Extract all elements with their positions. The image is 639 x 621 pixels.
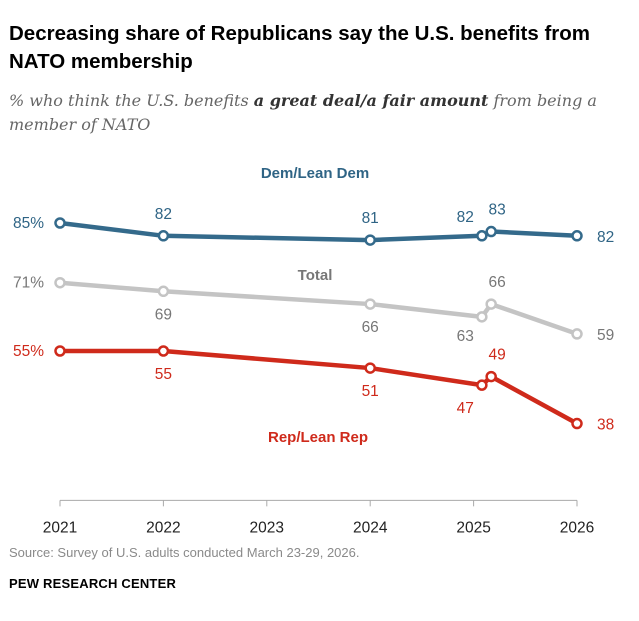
x-tick-label: 2021 (43, 519, 77, 536)
data-label: 63 (457, 328, 474, 345)
data-label: 82 (597, 229, 614, 246)
data-point (485, 370, 497, 383)
data-label: 55 (155, 366, 172, 383)
x-tick-label: 2024 (353, 519, 388, 536)
data-point (571, 417, 583, 430)
series-name-label: Total (298, 267, 333, 284)
data-point (485, 225, 497, 238)
source-note: Source: Survey of U.S. adults conducted … (9, 545, 360, 560)
data-label: 69 (155, 306, 172, 323)
data-point (364, 362, 376, 374)
data-point (157, 285, 170, 298)
chart-subtitle: % who think the U.S. benefits a great de… (9, 89, 629, 137)
organization-name: PEW RESEARCH CENTER (9, 576, 177, 591)
data-label: 55% (13, 343, 44, 360)
data-point (476, 311, 488, 323)
data-label: 38 (597, 417, 614, 434)
data-point (54, 345, 66, 357)
data-label: 59 (597, 327, 614, 344)
data-point (157, 345, 170, 357)
data-label: 47 (457, 400, 474, 417)
data-label: 82 (155, 206, 172, 223)
series-line-0 (59, 220, 578, 243)
subtitle-text-end: from being a member of NATO (9, 91, 597, 134)
data-point (476, 230, 488, 242)
series-line-1 (59, 280, 578, 337)
data-point (364, 298, 376, 310)
data-label: 81 (362, 210, 379, 227)
data-point (485, 298, 497, 310)
data-point (571, 230, 583, 242)
data-label: 49 (489, 347, 506, 364)
data-point (476, 379, 488, 391)
data-label: 66 (362, 319, 379, 336)
data-label: 82 (457, 209, 474, 226)
data-label: 83 (489, 202, 506, 219)
data-point (157, 230, 170, 242)
data-point (54, 217, 66, 229)
x-tick-label: 2022 (146, 519, 180, 536)
data-label: 66 (489, 274, 506, 291)
series-name-label: Rep/Lean Rep (268, 429, 368, 446)
series-line-2 (60, 348, 579, 426)
subtitle-emphasis: a great deal/a fair amount (253, 91, 489, 110)
data-label: 85% (13, 215, 44, 232)
x-tick-label: 2026 (560, 519, 594, 536)
subtitle-text: % who think the U.S. benefits (9, 91, 254, 110)
series-name-label: Dem/Lean Dem (261, 165, 369, 182)
data-point (54, 276, 66, 289)
data-label: 51 (362, 383, 379, 400)
data-point (571, 328, 583, 340)
x-tick-label: 2025 (456, 519, 490, 536)
x-tick-label: 2023 (250, 519, 284, 536)
chart-title: Decreasing share of Republicans say the … (9, 22, 591, 73)
data-label: 71% (13, 275, 44, 292)
data-point (364, 234, 376, 246)
